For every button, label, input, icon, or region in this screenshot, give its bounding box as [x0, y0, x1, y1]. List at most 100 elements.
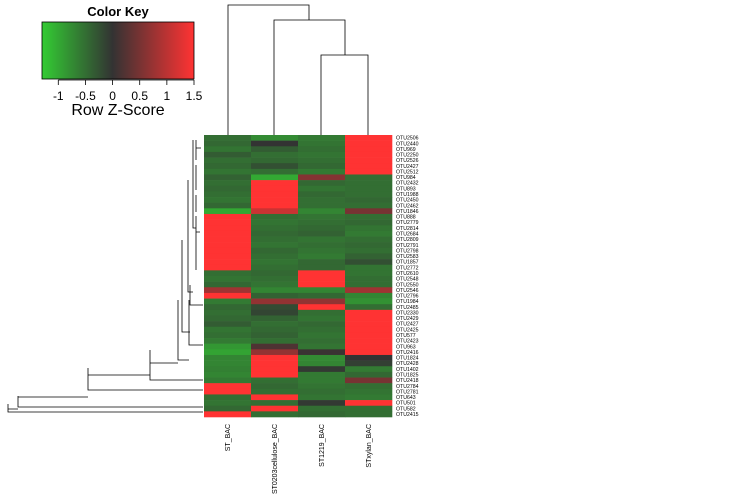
row-label: OTU1824 — [396, 356, 419, 362]
heatmap-cell — [251, 174, 299, 181]
heatmap-cell — [298, 208, 346, 215]
heatmap-cell — [251, 236, 299, 243]
heatmap-cell — [251, 338, 299, 344]
row-label: OTU2784 — [396, 384, 419, 390]
heatmap-cell — [251, 253, 299, 260]
heatmap-cell — [345, 191, 393, 198]
row-label: OTU888 — [396, 215, 416, 221]
heatmap-cell — [204, 135, 252, 141]
heatmap-cell — [204, 405, 252, 412]
heatmap-cell — [298, 140, 346, 147]
heatmap-cell — [345, 180, 393, 187]
heatmap-cell — [251, 247, 299, 254]
heatmap-cell — [345, 400, 393, 407]
row-label: OTU2512 — [396, 169, 419, 175]
heatmap-cell — [204, 225, 252, 232]
heatmap-cell — [204, 371, 252, 378]
heatmap-cell — [298, 411, 346, 418]
heatmap-cell — [298, 394, 346, 401]
heatmap-cell — [204, 394, 252, 401]
heatmap-cell — [204, 383, 252, 390]
heatmap-cell — [345, 411, 393, 418]
row-label: OTU2506 — [396, 136, 419, 142]
heatmap-cell — [251, 349, 299, 356]
row-label: OTU2796 — [396, 294, 419, 300]
heatmap-cell — [345, 287, 393, 294]
column-label: ST_BAC — [225, 424, 232, 451]
heatmap-cell — [298, 219, 346, 226]
heatmap-cell — [251, 219, 299, 226]
heatmap-cell — [345, 371, 393, 378]
heatmap-cell — [204, 388, 252, 395]
heatmap-cell — [345, 225, 393, 232]
heatmap-cell — [204, 338, 252, 344]
color-key-tick-label: 0.5 — [131, 89, 148, 103]
heatmap-cell — [204, 349, 252, 356]
row-label: OTU577 — [396, 333, 416, 339]
heatmap-cell — [251, 151, 299, 158]
heatmap-cell — [204, 253, 252, 260]
row-label: OTU582 — [396, 406, 416, 412]
heatmap-cell — [204, 157, 252, 164]
heatmap-cell — [251, 354, 299, 361]
heatmap-cell — [298, 242, 346, 249]
row-label: OTU963 — [396, 344, 416, 350]
column-dendrogram — [227, 4, 369, 135]
heatmap-cell — [345, 326, 393, 333]
heatmap-cell — [345, 135, 393, 141]
row-label: OTU2485 — [396, 305, 419, 311]
heatmap-cell — [345, 213, 393, 220]
heatmap-cell — [345, 360, 393, 367]
heatmap-cell — [298, 371, 346, 378]
heatmap-cell — [298, 405, 346, 412]
heatmap-cell — [298, 230, 346, 237]
row-label: OTU501 — [396, 401, 416, 407]
heatmap-cell — [251, 270, 299, 277]
heatmap-cell — [204, 219, 252, 226]
heatmap-cell — [345, 219, 393, 226]
heatmap-cell — [251, 304, 299, 311]
row-label: OTU2416 — [396, 350, 419, 356]
row-label: OTU2526 — [396, 158, 419, 164]
heatmap-cell — [298, 366, 346, 373]
heatmap-cell — [345, 140, 393, 147]
heatmap-cell — [251, 309, 299, 316]
row-dendrogram — [7, 140, 203, 413]
heatmap-cell — [251, 377, 299, 384]
row-label: OTU984 — [396, 175, 416, 181]
color-key-title: Color Key — [87, 4, 149, 19]
heatmap-cell — [204, 236, 252, 243]
heatmap-cell — [298, 259, 346, 266]
row-label: OTU1402 — [396, 367, 419, 373]
row-label: OTU2429 — [396, 316, 419, 322]
heatmap-cell — [204, 259, 252, 266]
heatmap-cell — [345, 405, 393, 412]
heatmap-cell — [298, 174, 346, 181]
color-key-tick-label: 0 — [109, 89, 116, 103]
heatmap-cell — [345, 264, 393, 271]
heatmap-cell — [204, 202, 252, 209]
heatmap-grid — [204, 135, 393, 418]
heatmap-cell — [204, 377, 252, 384]
heatmap-cell — [298, 321, 346, 328]
heatmap-cell — [251, 276, 299, 282]
row-label: OTU1857 — [396, 260, 419, 266]
heatmap-cell — [298, 276, 346, 282]
heatmap-cell — [204, 163, 252, 170]
heatmap-cell — [204, 242, 252, 249]
heatmap-cell — [204, 281, 252, 288]
heatmap-cell — [251, 388, 299, 395]
heatmap-cell — [345, 163, 393, 170]
heatmap-cell — [204, 180, 252, 187]
heatmap-cell — [204, 151, 252, 158]
row-label: OTU2583 — [396, 254, 419, 260]
heatmap-cell — [204, 213, 252, 220]
heatmap-cell — [204, 168, 252, 175]
row-label: OTU2450 — [396, 198, 419, 204]
heatmap-cell — [204, 309, 252, 316]
heatmap-cell — [204, 287, 252, 294]
row-label: OTU1846 — [396, 209, 419, 215]
heatmap-cell — [251, 191, 299, 198]
heatmap-cell — [345, 151, 393, 158]
